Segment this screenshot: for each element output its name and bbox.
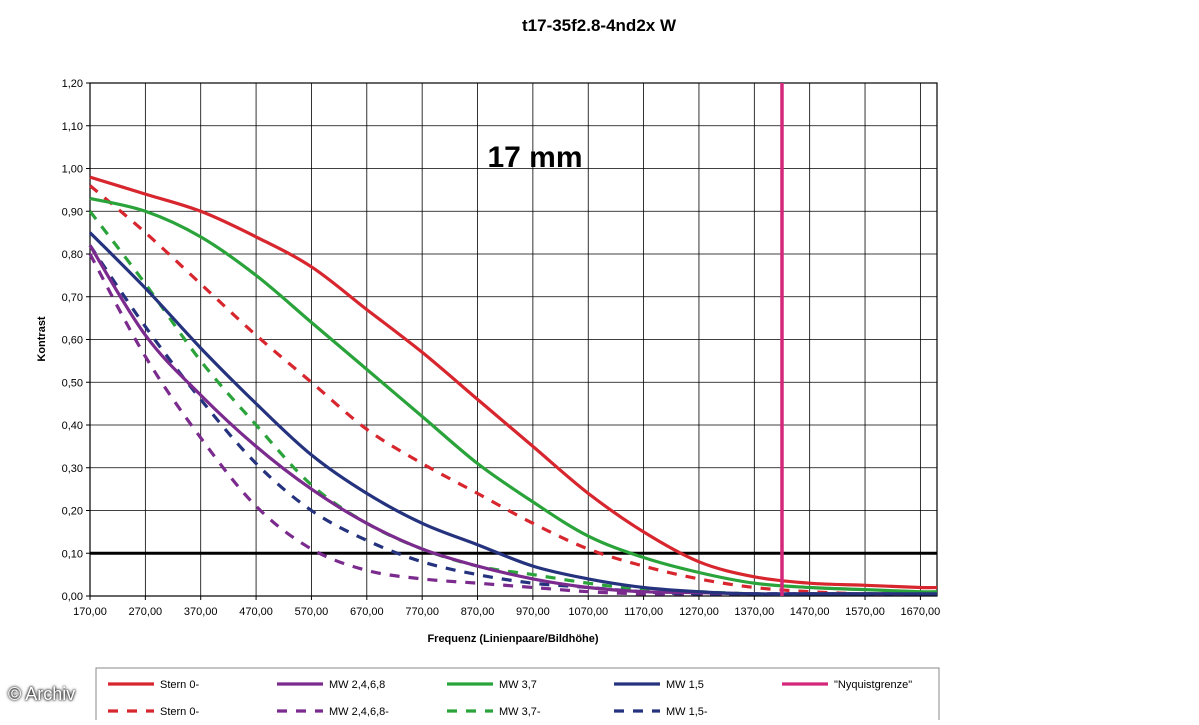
x-tick-label: 1470,00: [790, 606, 830, 618]
y-tick-label: 1,20: [62, 78, 83, 90]
y-tick-label: 0,10: [62, 548, 83, 560]
y-tick-label: 1,10: [62, 121, 83, 133]
legend-label: MW 1,5-: [666, 706, 708, 718]
chart-title: t17-35f2.8-4nd2x W: [522, 16, 677, 35]
y-tick-label: 0,90: [62, 206, 83, 218]
x-tick-label: 770,00: [405, 606, 439, 618]
x-tick-label: 1570,00: [845, 606, 885, 618]
series-line-mw-1-5: [88, 231, 937, 596]
legend-label: "Nyquistgrenze": [834, 679, 912, 691]
x-tick-label: 1670,00: [901, 606, 941, 618]
y-tick-label: 0,60: [62, 335, 83, 347]
plot-area: 170,00 270,00 370,00 470,00 570,00 670,00 770,…: [62, 78, 941, 618]
x-tick-label: 370,00: [184, 606, 218, 618]
y-axis-label: Kontrast: [36, 316, 48, 362]
y-tick-label: 1,00: [62, 164, 83, 176]
y-tick-label: 0,30: [62, 463, 83, 475]
legend-label: MW 3,7-: [499, 706, 541, 718]
legend-label: Stern 0-: [160, 679, 199, 691]
x-tick-label: 970,00: [516, 606, 550, 618]
y-tick-label: 0,80: [62, 249, 83, 261]
legend-label: MW 3,7: [499, 679, 537, 691]
y-tick-label: 0,00: [62, 591, 83, 603]
series-line-mw-3-7: [89, 196, 938, 594]
legend-box: [95, 667, 940, 725]
x-tick-label: 270,00: [129, 606, 163, 618]
y-tick-label: 0,70: [62, 292, 83, 304]
series-line-stern-0-dashed: [88, 184, 937, 596]
legend-label: Stern 0-: [160, 706, 199, 718]
legend-label: MW 1,5: [666, 679, 704, 691]
x-tick-label: 1170,00: [624, 606, 663, 618]
legend: Stern 0- MW 2,4,6,8 MW 3,7 MW 1,5 "Nyquistgr…: [95, 667, 940, 725]
y-tick-label: 0,40: [62, 420, 83, 432]
x-tick-label: 470,00: [239, 606, 273, 618]
archiv-watermark: © Archiv: [8, 684, 76, 704]
x-axis-label: Frequenz (Linienpaare/Bildhöhe): [427, 633, 598, 645]
series-line-mw-1-5-dashed: [88, 244, 937, 596]
x-tick-label: 170,00: [73, 606, 107, 618]
legend-label: MW 2,4,6,8: [329, 679, 385, 691]
y-tick-label: 0,20: [62, 506, 83, 518]
x-tick-label: 1270,00: [679, 606, 719, 618]
series-line-stern-0: [89, 175, 938, 590]
x-tick-label: 870,00: [461, 606, 495, 618]
x-tick-label: 1070,00: [568, 606, 608, 618]
x-tick-label: 570,00: [295, 606, 329, 618]
y-tick-label: 0,50: [62, 377, 83, 389]
focal-length-annotation: 17 mm: [487, 141, 582, 174]
x-tick-label: 1370,00: [734, 606, 774, 618]
x-tick-label: 670,00: [350, 606, 384, 618]
legend-label: MW 2,4,6,8-: [329, 706, 389, 718]
